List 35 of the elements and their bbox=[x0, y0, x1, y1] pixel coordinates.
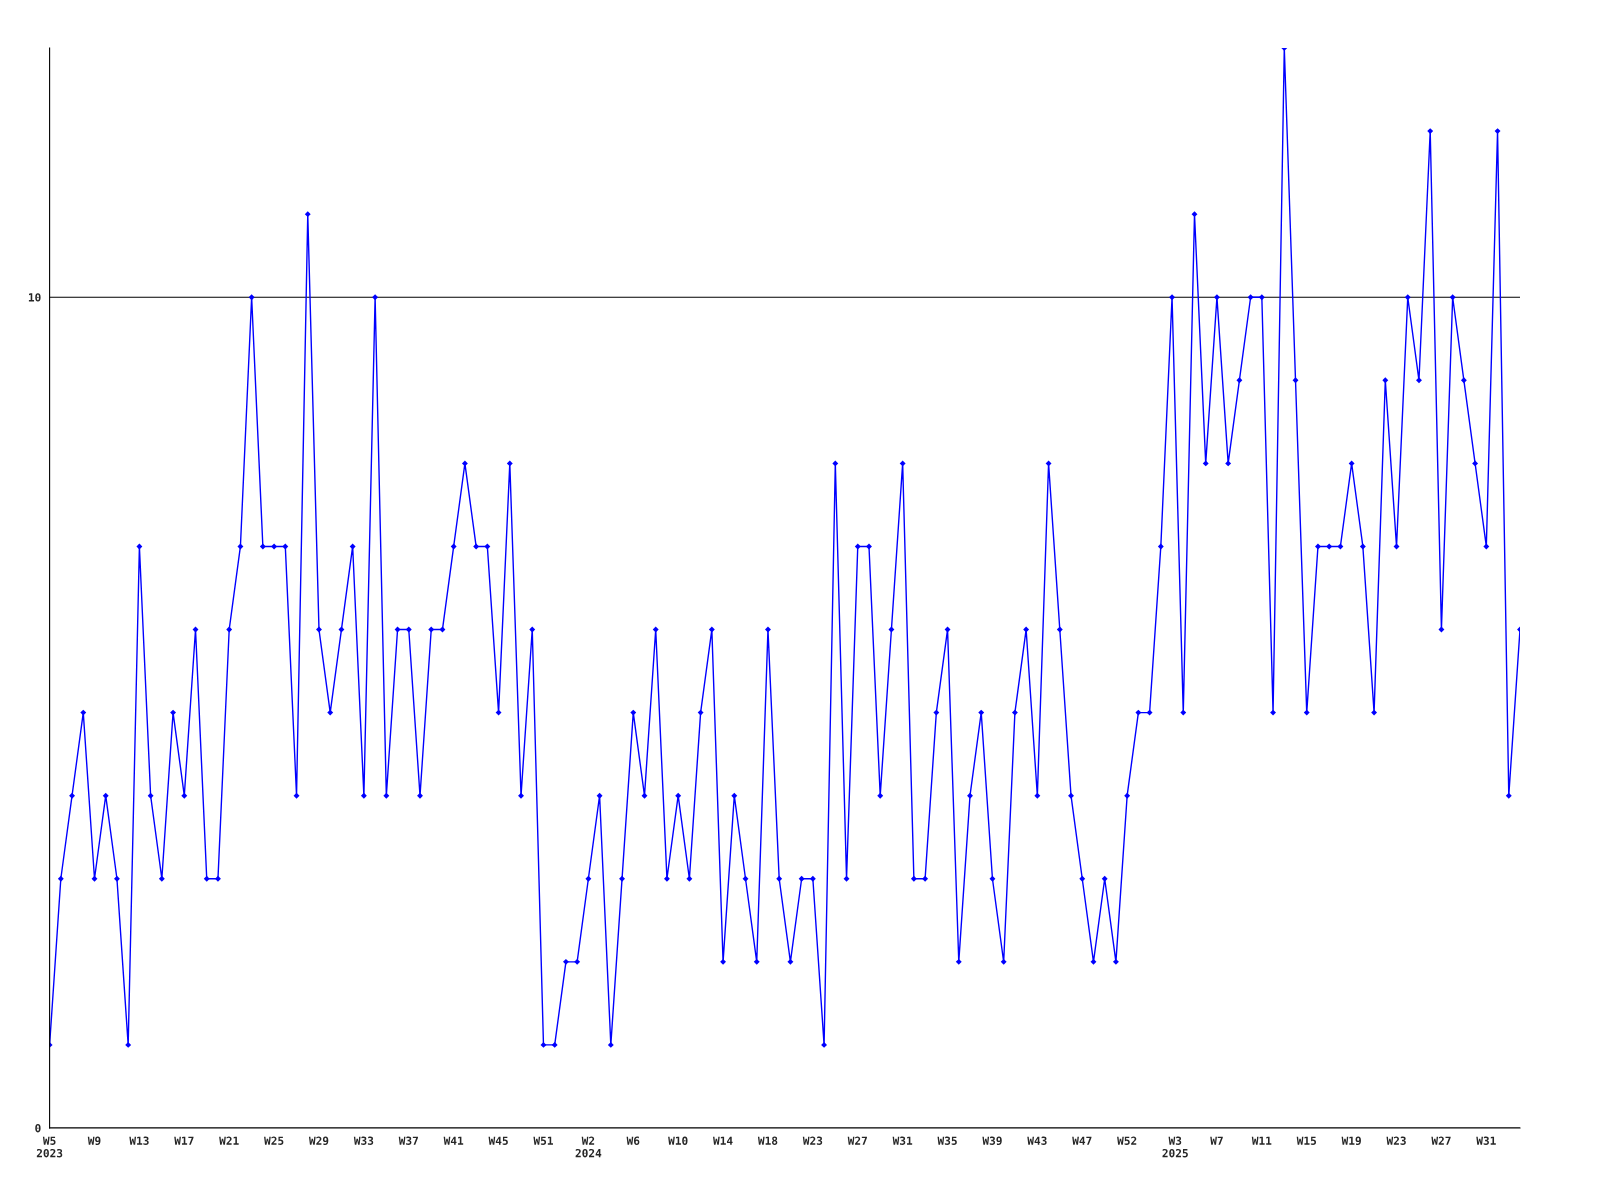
x-tick-label: W11 bbox=[1251, 1136, 1272, 1145]
x-tick-label: W23 bbox=[1386, 1136, 1406, 1145]
x-tick-label: W7 bbox=[1210, 1136, 1223, 1145]
x-tick-label: W31 bbox=[1476, 1136, 1496, 1145]
x-tick-label: W27 bbox=[1431, 1136, 1451, 1145]
x-tick-label: W3 2025 bbox=[1162, 1136, 1188, 1158]
x-tick-label: W39 bbox=[982, 1136, 1002, 1145]
x-tick-label: W31 bbox=[892, 1136, 913, 1145]
x-tick-label: W15 bbox=[1296, 1136, 1317, 1145]
x-tick-label: W19 bbox=[1341, 1136, 1361, 1145]
x-tick-label: W33 bbox=[353, 1136, 374, 1145]
x-tick-label: W13 bbox=[129, 1136, 149, 1145]
x-tick-label: W29 bbox=[308, 1136, 329, 1145]
x-tick-label: W10 bbox=[668, 1136, 688, 1145]
y-tick-label: 0 bbox=[35, 1123, 41, 1133]
x-tick-label: W37 bbox=[398, 1136, 418, 1145]
x-tick-label: W52 bbox=[1117, 1136, 1137, 1145]
x-tick-label: W2 2024 bbox=[575, 1136, 602, 1158]
x-tick-label: W21 bbox=[219, 1136, 239, 1145]
x-tick-label: W41 bbox=[443, 1136, 464, 1145]
x-tick-label: W23 bbox=[802, 1136, 823, 1145]
x-tick-label: W51 bbox=[533, 1136, 553, 1145]
x-tick-label: W18 bbox=[757, 1136, 778, 1145]
x-tick-label: W5 2023 bbox=[36, 1136, 63, 1158]
x-tick-label: W43 bbox=[1027, 1136, 1047, 1145]
x-tick-label: W9 bbox=[87, 1136, 101, 1145]
x-tick-label: W45 bbox=[488, 1136, 508, 1145]
x-tick-label: W6 bbox=[626, 1136, 640, 1145]
x-tick-label: W27 bbox=[847, 1136, 867, 1145]
x-tick-label: W14 bbox=[713, 1136, 733, 1145]
x-tick-label: W25 bbox=[264, 1136, 284, 1145]
x-tick-label: W35 bbox=[937, 1136, 957, 1145]
x-tick-label: W47 bbox=[1072, 1136, 1092, 1145]
y-tick-label: 10 bbox=[28, 293, 41, 302]
x-tick-label: W17 bbox=[174, 1136, 194, 1145]
